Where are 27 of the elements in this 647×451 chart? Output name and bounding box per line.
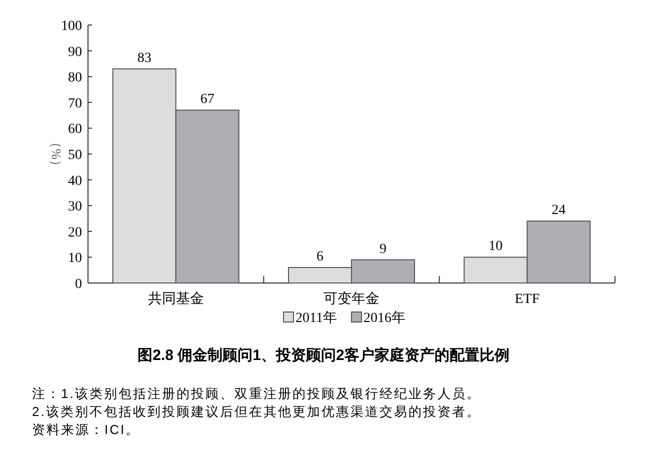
y-tick-label: 0 bbox=[75, 277, 82, 292]
legend-label: 2016年 bbox=[364, 310, 406, 326]
y-axis-title: （%） bbox=[49, 136, 64, 172]
data-label: 67 bbox=[200, 92, 214, 108]
data-label: 10 bbox=[488, 239, 503, 254]
y-tick-label: 50 bbox=[68, 148, 82, 163]
y-tick-label: 80 bbox=[68, 70, 82, 86]
data-label: 24 bbox=[552, 203, 566, 218]
x-tick-label: 可变年金 bbox=[324, 291, 380, 307]
x-tick-label: ETF bbox=[514, 292, 540, 307]
y-tick-label: 30 bbox=[68, 200, 82, 215]
y-tick-label: 100 bbox=[61, 19, 82, 34]
data-label: 6 bbox=[316, 250, 324, 265]
y-tick-label: 60 bbox=[68, 122, 82, 138]
y-tick-label: 40 bbox=[68, 174, 82, 189]
y-tick-label: 90 bbox=[68, 44, 82, 60]
text: 2.该类别不包括收到投顾建议后但在其他更加优惠渠道交易的投资者。 bbox=[32, 404, 481, 419]
y-tick-label: 20 bbox=[68, 225, 82, 240]
y-tick-label: 10 bbox=[68, 251, 82, 266]
legend-label: 2011年 bbox=[296, 310, 337, 326]
x-tick-label: 共同基金 bbox=[148, 291, 204, 307]
y-tick-label: 70 bbox=[68, 96, 82, 112]
text: 图2.8 佣金制顾问1、投资顾问2客户家庭资产的配置比例 bbox=[138, 346, 510, 364]
data-label: 83 bbox=[137, 50, 152, 66]
text: 注：1.该类别包括注册的投顾、双重注册的投顾及银行经纪业务人员。 bbox=[32, 386, 481, 401]
text: 资料来源：ICI。 bbox=[32, 422, 140, 437]
data-label: 9 bbox=[380, 242, 386, 257]
